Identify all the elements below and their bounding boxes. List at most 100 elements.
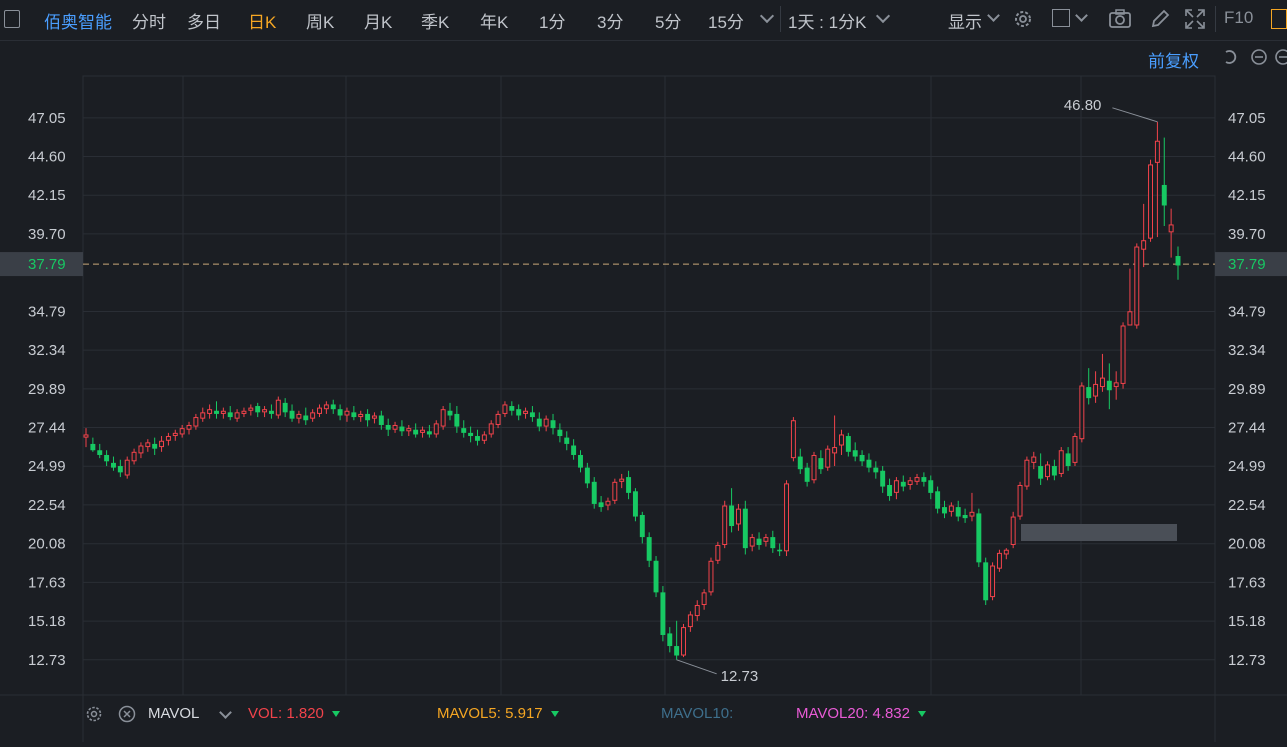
period-tab-3min[interactable]: 3分 (597, 13, 624, 32)
mavol20-label: MAVOL20: (796, 705, 869, 722)
candle-body (859, 454, 865, 462)
y-axis-right: 47.05 44.60 42.15 39.70 37.79 34.79 32.34 29.89… (1215, 110, 1287, 669)
gear-icon[interactable] (85, 705, 103, 723)
period-tab-intraday[interactable]: 分时 (132, 13, 166, 32)
candle (708, 557, 714, 596)
candle (612, 478, 618, 504)
candle-body (131, 451, 137, 462)
candle (227, 406, 233, 421)
candle-body (605, 500, 611, 506)
zoom-out-icon[interactable] (1250, 48, 1268, 66)
candle-body (1161, 184, 1167, 206)
candle (564, 431, 570, 451)
chevron-down-icon[interactable] (875, 8, 891, 24)
period-tab-5min[interactable]: 5分 (655, 13, 682, 32)
candle (832, 415, 838, 467)
candle (179, 424, 185, 438)
display-menu[interactable]: 显示 (948, 13, 982, 32)
candle-body (1031, 456, 1037, 463)
panel-toggle-icon[interactable] (1271, 9, 1287, 29)
candle (619, 473, 625, 489)
candle-body (481, 434, 487, 441)
period-tab-weekly[interactable]: 周K (306, 13, 335, 32)
candle (1154, 121, 1160, 238)
candle-body (461, 428, 467, 433)
candle-body (200, 412, 206, 419)
candle (1168, 208, 1174, 258)
indicator-name[interactable]: MAVOL (148, 705, 200, 722)
candle (468, 426, 474, 443)
candle-body (907, 480, 913, 485)
candle (124, 456, 130, 479)
drawing-rectangle (1021, 524, 1177, 541)
candle (90, 437, 96, 452)
gear-icon[interactable] (1012, 8, 1034, 30)
candle (557, 423, 563, 443)
candle-body (413, 429, 419, 435)
period-tab-yearly[interactable]: 年K (480, 13, 509, 32)
candle-body (976, 513, 982, 563)
candle-body (887, 484, 893, 497)
adjust-mode-button[interactable]: 前复权 (1148, 52, 1199, 71)
candle-body (983, 562, 989, 601)
candle-body (804, 467, 810, 482)
candle-body (543, 418, 549, 427)
chevron-down-icon[interactable] (987, 9, 1000, 22)
chevron-down-icon[interactable] (759, 8, 775, 24)
camera-icon[interactable] (1108, 8, 1132, 30)
stock-name[interactable]: 佰奥智能 (44, 13, 112, 32)
candle (1051, 459, 1057, 481)
vol-label: VOL: (248, 705, 283, 722)
candle-body (468, 432, 474, 437)
candle (969, 492, 975, 522)
candle-body (179, 428, 185, 435)
candlestick-chart[interactable]: 47.05 44.60 42.15 39.70 37.79 34.79 32.34 29.89… (0, 40, 1287, 742)
candle-body (578, 454, 583, 468)
candle (1134, 243, 1140, 329)
candle-body (1141, 240, 1147, 250)
chevron-down-icon[interactable] (1075, 9, 1088, 22)
candle (605, 497, 611, 511)
candle (1045, 461, 1050, 481)
candle-body (296, 413, 302, 419)
period-tab-quarterly[interactable]: 季K (421, 13, 450, 32)
candle (1017, 481, 1023, 520)
candle-body (282, 402, 288, 413)
close-icon[interactable] (118, 705, 136, 723)
undo-icon[interactable] (1222, 48, 1240, 66)
period-tab-daily[interactable]: 日K (248, 13, 277, 32)
candle (282, 398, 288, 418)
f10-button[interactable]: F10 (1224, 8, 1254, 27)
zoom-in-icon[interactable] (1274, 48, 1287, 66)
square-icon[interactable] (1052, 9, 1070, 27)
period-tab-monthly[interactable]: 月K (364, 13, 393, 32)
candle (1072, 432, 1078, 467)
candle (474, 429, 480, 446)
candle (571, 439, 577, 460)
candle (852, 442, 858, 462)
y-tick-label: 44.60 (1228, 149, 1266, 166)
period-tab-multiday[interactable]: 多日 (187, 13, 221, 32)
candle-body (488, 423, 494, 435)
chart-area[interactable]: 47.05 44.60 42.15 39.70 37.79 34.79 32.34 29.89… (0, 40, 1287, 742)
candle (681, 623, 686, 658)
candle-body (626, 477, 632, 493)
pencil-icon[interactable] (1149, 8, 1171, 30)
fullscreen-icon[interactable] (1184, 8, 1206, 30)
sidebar-toggle-icon[interactable] (4, 10, 20, 28)
candle-body (845, 436, 851, 452)
candle-body (571, 445, 577, 455)
candle-body (371, 415, 377, 419)
period-tab-15min[interactable]: 15分 (708, 13, 744, 32)
period-tab-1min[interactable]: 1分 (539, 13, 566, 32)
candle (207, 404, 213, 419)
range-select[interactable]: 1天 : 1分K (788, 13, 867, 32)
chevron-down-icon[interactable] (219, 706, 232, 719)
candle-body (234, 412, 240, 419)
candle (392, 421, 398, 433)
candle (859, 450, 865, 467)
candle-body (1079, 385, 1085, 440)
candle-body (536, 418, 542, 427)
candle-body (138, 445, 144, 454)
candle (715, 541, 721, 564)
